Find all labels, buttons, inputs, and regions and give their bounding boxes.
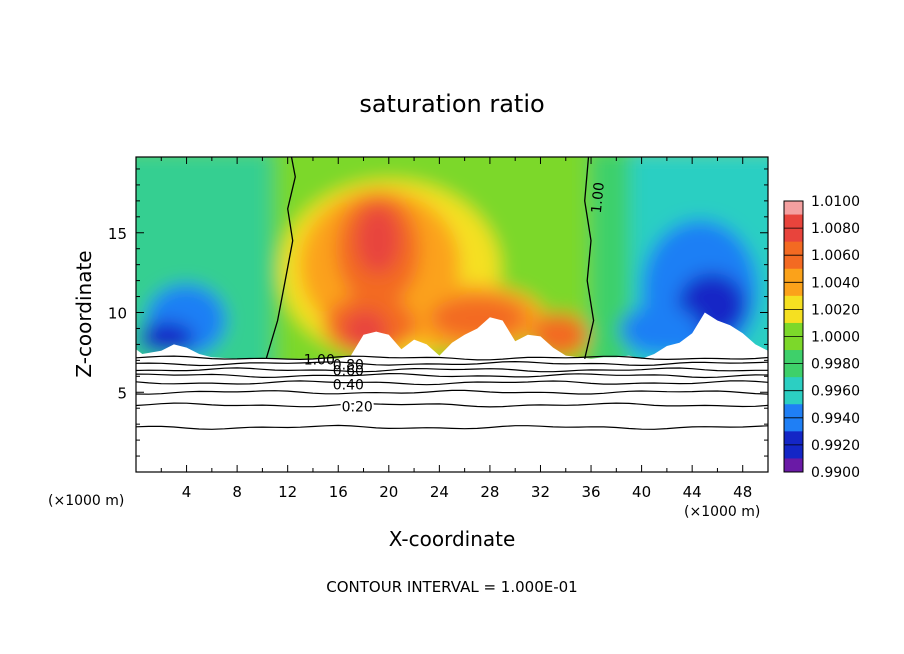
plot-frame [135,156,769,473]
contour-label-0-60-3: 0.60 [333,364,364,380]
contour-label-0-20-5: 0.20 [342,400,373,416]
contour-line-0-50 [136,372,768,379]
colorbar-band [784,417,803,432]
colorbar-label-0.9920: 0.9920 [811,438,860,454]
x-tick-label-20: 20 [379,483,398,501]
x-tick-label-32: 32 [531,483,550,501]
colorbar-band [784,322,803,337]
colorbar-band [784,228,803,243]
colorbar-band [784,444,803,459]
colorbar-band [784,336,803,351]
colorbar-band [784,363,803,378]
contour-label-0-40-4: 0.40 [333,377,364,393]
colorbar-label-0.9940: 0.9940 [811,411,860,427]
colorbar-band [784,458,803,473]
contour-line-0-30 [136,389,768,395]
x-tick-label-24: 24 [430,483,449,501]
x-tick-label-28: 28 [480,483,499,501]
contour-line-0-60 [136,367,768,373]
x-tick-label-36: 36 [581,483,600,501]
x-tick-label-8: 8 [232,483,242,501]
colorbar-band [784,282,803,297]
contour-line-0-10 [136,424,768,430]
colorbar-label-1.0020: 1.0020 [811,302,860,318]
colorbar-band [784,404,803,419]
x-axis-title: X-coordinate [389,527,516,551]
colorbar-band [784,431,803,446]
colorbar-label-1.0100: 1.0100 [811,194,860,210]
plot-area: 1.001.000.800.600.400.20 [136,157,768,472]
colorbar-label-1.0040: 1.0040 [811,275,860,291]
chart-title: saturation ratio [359,90,544,118]
colorbar-label-1.0080: 1.0080 [811,221,860,237]
y-tick-label-15: 15 [108,225,127,243]
x-unit-left: (×1000 m) [48,493,124,509]
colorbar-band [784,241,803,256]
contour-line-1-00-vertical-0 [265,157,296,359]
x-unit-right: (×1000 m) [684,504,760,520]
colorbar-band [784,255,803,270]
colorbar-band [784,268,803,283]
colorbar-band [784,295,803,310]
colorbar-band [784,201,803,216]
contour-label-0-80-2: 0.80 [333,357,364,373]
colorbar: 1.0100 1.0080 1.0060 1.0040 1.0020 1.0000 0.99… [783,194,860,481]
colorbar-band [784,377,803,392]
contour-label-1-00-0: 1.00 [589,181,608,214]
x-tick-label-4: 4 [182,483,192,501]
colorbar-label-0.9900: 0.9900 [811,465,860,481]
x-tick-label-16: 16 [329,483,348,501]
field-red-core [356,206,400,274]
y-tick-label-5: 5 [117,384,127,402]
colorbar-label-0.9980: 0.9980 [811,357,860,373]
x-tick-label-12: 12 [278,483,297,501]
colorbar-label-0.9960: 0.9960 [811,384,860,400]
colorbar-band [784,350,803,365]
y-axis-title: Z-coordinate [72,250,96,377]
surface-mask [136,312,768,472]
contour-line-0-80 [136,360,768,367]
y-tick-label-10: 10 [108,305,127,323]
x-tick-label-44: 44 [683,483,702,501]
x-tick-label-48: 48 [733,483,752,501]
contour-line-0-40 [136,380,768,386]
x-tick-label-40: 40 [632,483,651,501]
colorbar-band [784,390,803,405]
colorbar-band [784,214,803,229]
contour-line-1-00 [136,355,768,361]
contour-interval-note: CONTOUR INTERVAL = 1.000E-01 [326,578,577,596]
colorbar-band [784,309,803,324]
colorbar-label-1.0060: 1.0060 [811,248,860,264]
contour-lines: 1.001.000.800.600.400.20 [136,157,768,430]
colorbar-label-1.0000: 1.0000 [811,330,860,346]
contour-line-0-20 [136,402,768,408]
contour-label-1-00-1: 1.00 [304,353,335,369]
contour-line-1-00-vertical-1 [584,157,595,359]
